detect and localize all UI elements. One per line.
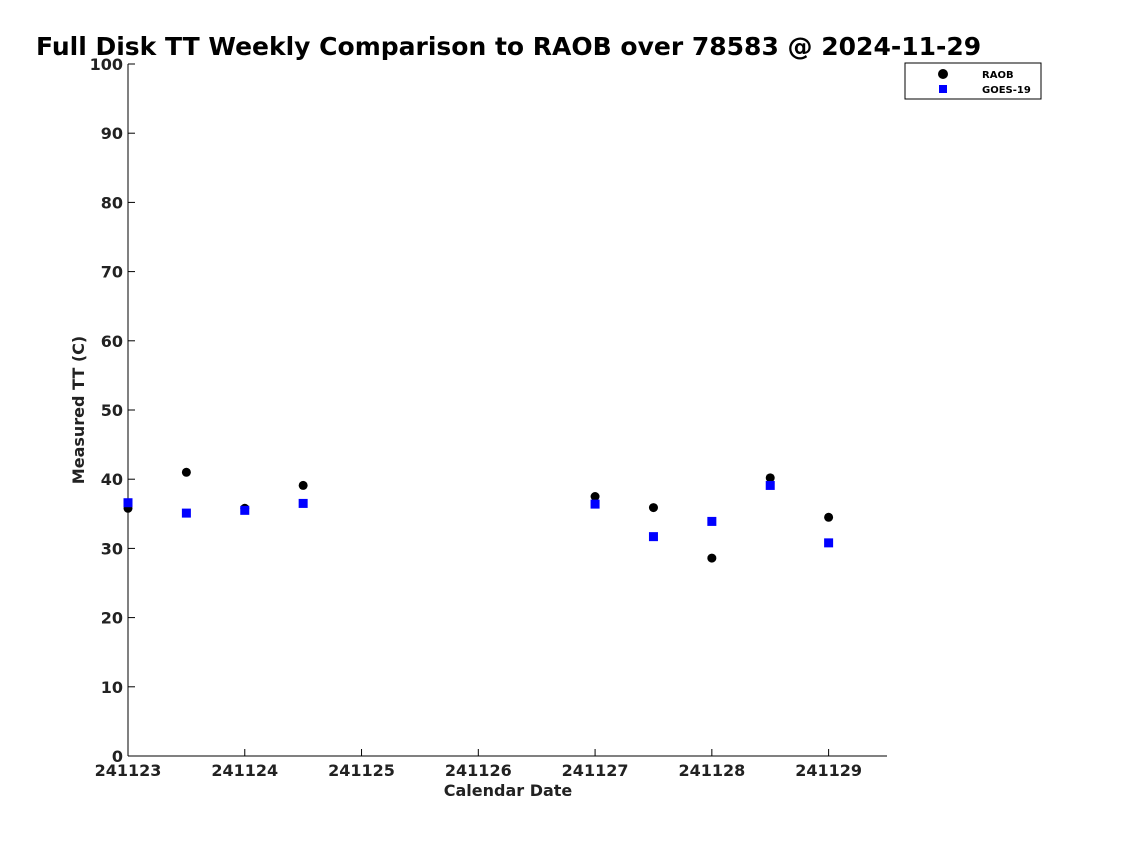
- y-tick-label: 60: [101, 332, 123, 351]
- legend-goes-19-marker: [939, 85, 947, 93]
- raob-point: [590, 492, 600, 501]
- raob-point: [824, 512, 834, 522]
- goes-19-point: [824, 538, 834, 548]
- raob-point: [298, 480, 308, 490]
- legend-raob-marker: [938, 69, 948, 79]
- x-tick-label: 241129: [795, 761, 862, 780]
- legend-box: [904, 62, 1042, 100]
- data-points: [123, 467, 834, 563]
- goes-19-point: [298, 498, 308, 508]
- goes-19-point: [765, 480, 775, 490]
- y-tick-label: 100: [90, 55, 123, 74]
- y-tick-label: 90: [101, 124, 123, 143]
- goes-19-point: [240, 505, 250, 515]
- y-axis-ticks: 0 10 20 30 40 50 60 70 80 90 100: [90, 55, 135, 766]
- x-tick-label: 241124: [211, 761, 278, 780]
- y-tick-label: 0: [112, 747, 123, 766]
- legend-label: GOES-19: [982, 85, 1031, 96]
- x-tick-label: 241126: [445, 761, 512, 780]
- goes-19-point: [707, 516, 717, 526]
- raob-point: [181, 467, 191, 477]
- legend: RAOB GOES-19: [904, 62, 1042, 100]
- x-tick-label: 241127: [562, 761, 629, 780]
- y-tick-label: 30: [101, 539, 123, 558]
- raob-point: [648, 503, 658, 513]
- y-tick-label: 50: [101, 401, 123, 420]
- y-axis-label: Measured TT (C): [69, 336, 88, 484]
- y-tick-label: 70: [101, 263, 123, 282]
- x-tick-label: 241123: [95, 761, 162, 780]
- x-axis-label: Calendar Date: [444, 781, 573, 800]
- goes-19-point: [123, 498, 133, 508]
- y-tick-label: 40: [101, 470, 123, 489]
- goes-19-point: [648, 532, 658, 542]
- axes: [127, 64, 887, 757]
- series-goes-19: [123, 480, 834, 548]
- y-tick-label: 10: [101, 678, 123, 697]
- y-tick-label: 20: [101, 609, 123, 628]
- goes-19-point: [590, 499, 600, 509]
- x-tick-label: 241128: [678, 761, 745, 780]
- raob-point: [765, 473, 775, 483]
- x-axis-ticks: 241123 241124 241125 241126 241127 241128 2411…: [95, 749, 862, 780]
- chart-title: Full Disk TT Weekly Comparison to RAOB o…: [36, 32, 981, 61]
- series-raob: [123, 467, 834, 563]
- goes-19-point: [181, 508, 191, 518]
- y-tick-label: 80: [101, 193, 123, 212]
- legend-label: RAOB: [982, 70, 1014, 81]
- raob-point: [707, 553, 717, 563]
- x-tick-label: 241125: [328, 761, 395, 780]
